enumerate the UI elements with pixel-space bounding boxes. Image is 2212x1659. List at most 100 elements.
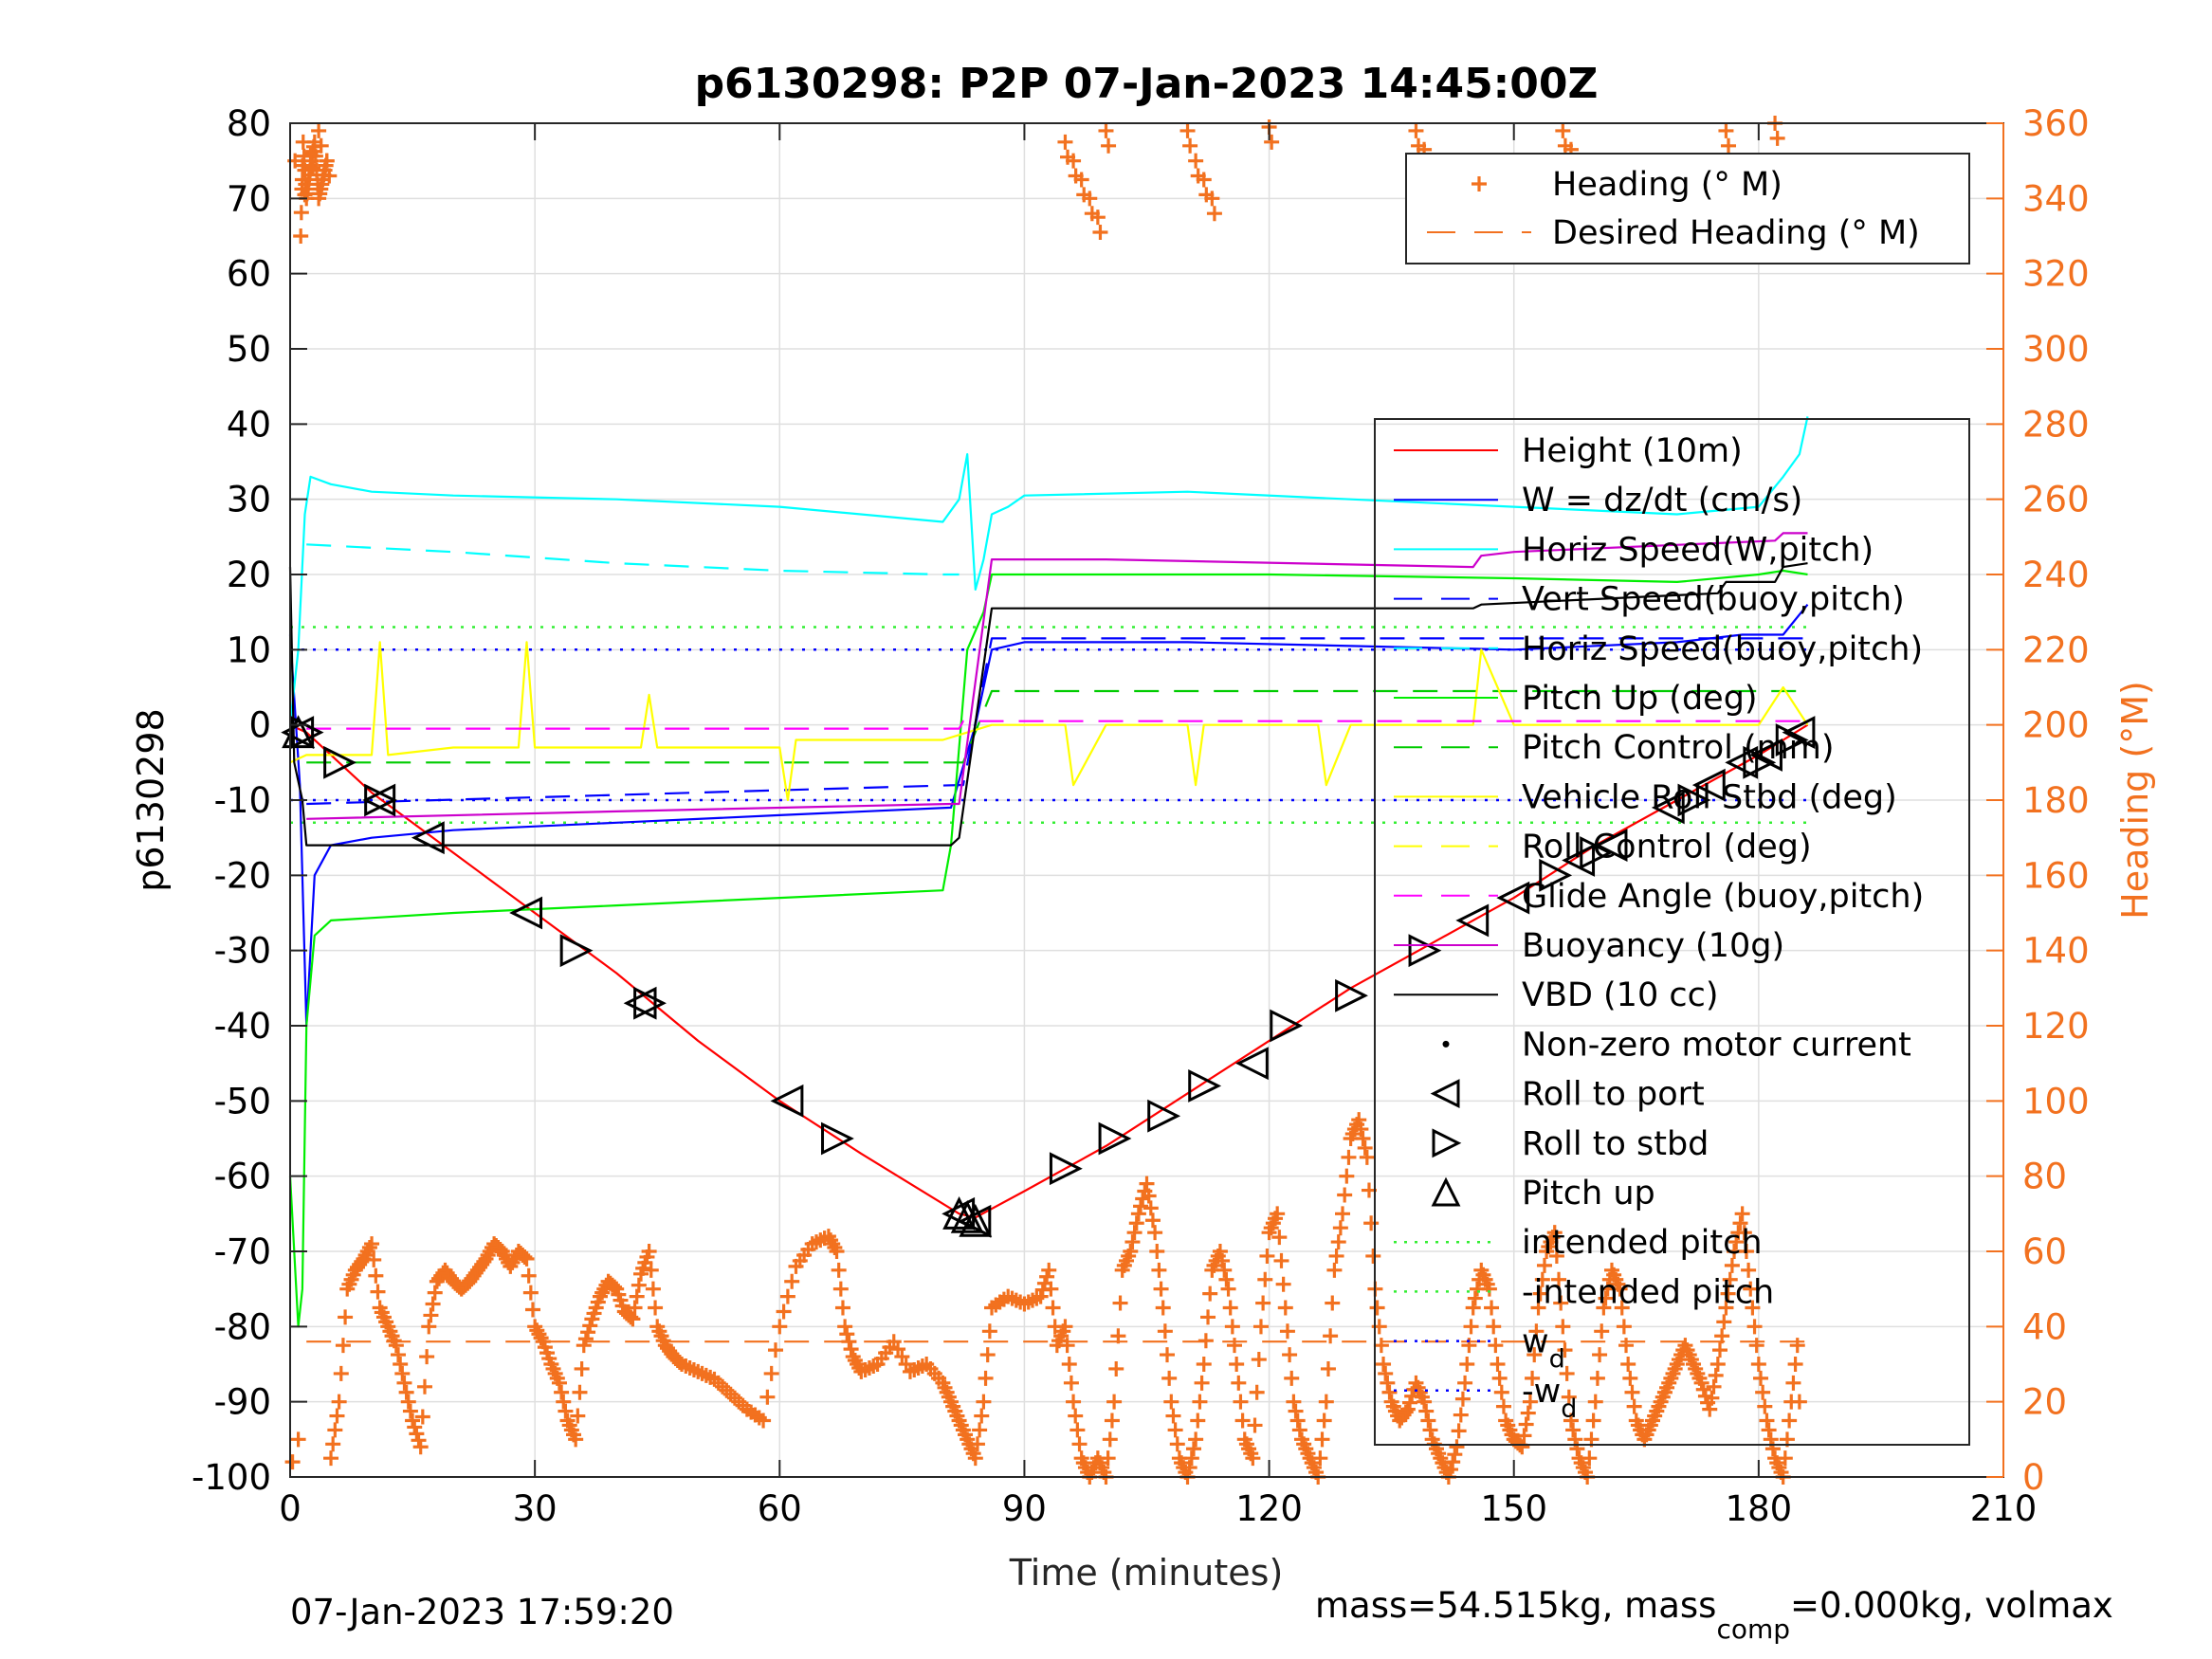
heading-point xyxy=(1557,1342,1573,1358)
heading-point xyxy=(1467,1290,1483,1306)
heading-point xyxy=(423,1307,439,1323)
heading-point xyxy=(1563,1413,1579,1429)
heading-point xyxy=(1693,1375,1709,1391)
heading-point xyxy=(1147,1225,1163,1241)
heading-point xyxy=(1546,1225,1563,1241)
heading-point xyxy=(1457,1375,1473,1391)
heading-point xyxy=(1451,1423,1467,1439)
heading-point xyxy=(368,1267,384,1284)
heading-point xyxy=(1716,1314,1732,1330)
heading-point xyxy=(1755,1384,1771,1400)
heading-point xyxy=(1789,1338,1805,1354)
heading-point xyxy=(1057,1319,1073,1335)
heading-point xyxy=(1249,1384,1265,1400)
heading-point xyxy=(1318,1394,1334,1410)
heading-point xyxy=(776,1304,792,1320)
heading-point xyxy=(1188,153,1204,169)
legend-swatch xyxy=(1432,1128,1462,1158)
heading-point xyxy=(1353,1121,1369,1138)
marker-pitch-up xyxy=(950,1199,984,1233)
heading-point xyxy=(643,1262,659,1278)
heading-point xyxy=(1328,1248,1344,1264)
marker-pitch-up xyxy=(942,1195,977,1230)
legend-entry-pitch-control-mm-6: Pitch Control (mm) xyxy=(1394,729,1834,767)
legend-label: intended pitch xyxy=(1522,1224,1763,1262)
heading-point xyxy=(1270,1206,1286,1222)
heading-point xyxy=(1782,1413,1798,1429)
chart-title: p6130298: P2P 07-Jan-2023 14:45:00Z xyxy=(695,60,1599,108)
heading-point xyxy=(396,1375,412,1391)
heading-point xyxy=(416,1378,432,1395)
legend-entry-desired-heading-m: Desired Heading (° M) xyxy=(1427,214,1920,252)
heading-point xyxy=(1259,1248,1275,1264)
heading-point xyxy=(759,1389,776,1405)
heading-point xyxy=(425,1296,441,1312)
y2-tick-label: 260 xyxy=(2022,480,2090,520)
heading-point xyxy=(319,153,335,169)
heading-point xyxy=(333,1365,349,1381)
heading-point xyxy=(1104,1413,1120,1429)
legend-entry-intended-pitch-16: intended pitch xyxy=(1394,1224,1763,1262)
heading-point xyxy=(1286,1394,1302,1410)
heading-point xyxy=(981,1323,997,1340)
y2-tick-label: 280 xyxy=(2022,404,2090,445)
heading-point xyxy=(631,1277,647,1293)
heading-point xyxy=(293,205,309,221)
heading-point xyxy=(1320,1360,1336,1376)
heading-point xyxy=(976,1394,992,1410)
heading-point xyxy=(1581,1450,1598,1467)
heading-point xyxy=(1255,1295,1271,1311)
heading-point xyxy=(302,145,319,161)
heading-point xyxy=(972,1422,988,1438)
marker-roll-to-stbd xyxy=(1147,1099,1181,1133)
heading-point xyxy=(1589,1370,1605,1386)
heading-point xyxy=(1553,1295,1569,1311)
heading-point xyxy=(1061,1357,1077,1372)
heading-point xyxy=(1167,1422,1183,1438)
y-tick-label: -10 xyxy=(214,780,271,821)
heading-point xyxy=(1163,1394,1179,1410)
heading-point xyxy=(580,1324,596,1340)
heading-point xyxy=(405,1413,421,1429)
heading-point xyxy=(414,1409,430,1425)
heading-point xyxy=(1133,1198,1149,1214)
heading-point xyxy=(1757,1398,1773,1414)
y2-tick-label: 0 xyxy=(2022,1457,2045,1498)
heading-point xyxy=(1761,1422,1777,1438)
heading-point xyxy=(1182,137,1198,154)
heading-point xyxy=(1227,1338,1242,1354)
y2-tick-label: 80 xyxy=(2022,1157,2067,1197)
heading-point xyxy=(1708,1367,1724,1383)
y2-tick-label: 40 xyxy=(2022,1306,2067,1347)
heading-point xyxy=(1130,1206,1146,1222)
heading-point xyxy=(407,1419,423,1435)
legend-entry-wd-18: wd xyxy=(1394,1323,1565,1375)
series-vert-speed-buoy-pitch xyxy=(306,637,1808,806)
heading-point xyxy=(1746,1319,1763,1335)
heading-point xyxy=(1126,1225,1143,1241)
heading-point xyxy=(1337,1187,1353,1203)
footer-mass-subscript: comp xyxy=(1716,1613,1790,1645)
heading-point xyxy=(1753,1370,1769,1386)
marker-roll-to-stbd xyxy=(821,1121,854,1156)
heading-point xyxy=(421,1319,437,1335)
heading-point xyxy=(1200,1309,1216,1325)
heading-point xyxy=(1068,1408,1084,1424)
heading-point xyxy=(574,1360,590,1376)
legend-label: Desired Heading (° M) xyxy=(1552,214,1920,252)
heading-point xyxy=(1732,1215,1748,1231)
y-tick-label: 70 xyxy=(227,178,271,219)
heading-point xyxy=(1192,1394,1208,1410)
heading-point xyxy=(1092,225,1108,241)
legend-entry-height-10m-0: Height (10m) xyxy=(1394,432,1743,470)
heading-point xyxy=(1702,1401,1718,1417)
heading-point xyxy=(1222,1300,1238,1316)
heading-point xyxy=(1206,206,1222,222)
heading-point xyxy=(1516,1428,1532,1444)
legend-entry-glide-angle-buoy-pitch-9: Glide Angle (buoy,pitch) xyxy=(1394,878,1924,916)
heading-point xyxy=(1555,122,1571,138)
heading-point xyxy=(1598,1290,1614,1306)
heading-point xyxy=(1728,1234,1745,1250)
legend-label: Pitch Control (mm) xyxy=(1522,729,1834,767)
heading-point xyxy=(1073,172,1089,188)
